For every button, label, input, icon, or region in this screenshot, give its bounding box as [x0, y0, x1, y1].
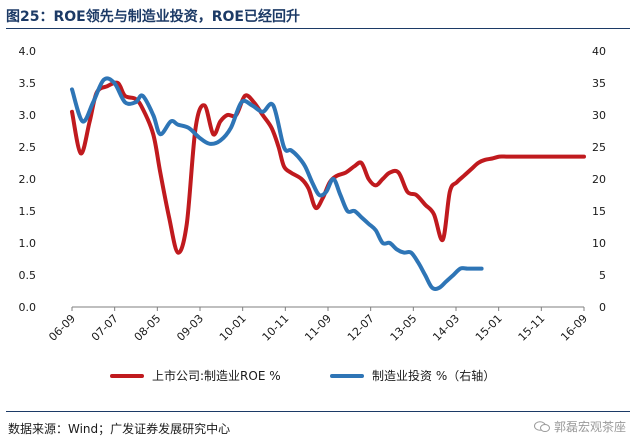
- legend-label-roe: 上市公司:制造业ROE %: [152, 369, 281, 383]
- x-tick-label: 16-09: [558, 312, 590, 344]
- y-right-tick-label: 30: [592, 109, 606, 122]
- y-right-tick-label: 0: [599, 301, 606, 314]
- y-right-tick-label: 5: [599, 269, 606, 282]
- chart: 06-09 07-07 08-05 09-03 10-01 10-11 11-09 12-07…: [19, 45, 607, 344]
- footer-rule: [6, 411, 630, 412]
- y-left-tick-label: 0.5: [19, 269, 37, 282]
- y-left-tick-label: 3.5: [19, 77, 37, 90]
- legend-item-investment: 制造业投资 %（右轴）: [330, 367, 495, 384]
- legend-swatch-investment: [330, 373, 364, 378]
- y-left-tick-label: 1.5: [19, 205, 37, 218]
- chart-title: 图25：ROE领先与制造业投资，ROE已经回升: [6, 9, 300, 25]
- y-right-tick-label: 15: [592, 205, 606, 218]
- x-tick-label: 11-09: [302, 312, 334, 344]
- x-tick-label: 09-03: [174, 312, 206, 344]
- legend-swatch-roe: [110, 373, 144, 378]
- y-left-tick-label: 2.5: [19, 141, 37, 154]
- watermark-text: 郭磊宏观茶座: [553, 420, 626, 434]
- y-left-tick-label: 2.0: [19, 173, 37, 186]
- x-tick-label: 08-05: [132, 312, 164, 344]
- y-right-tick-label: 40: [592, 45, 606, 58]
- x-tick-label: 13-05: [388, 312, 420, 344]
- source-note: 数据来源：Wind；广发证券发展研究中心: [8, 422, 231, 436]
- series-line-roe: [70, 80, 586, 255]
- x-tick-label: 14-03: [430, 312, 462, 344]
- chat-bubble-icon: [533, 420, 550, 432]
- y-left-tick-label: 4.0: [19, 45, 37, 58]
- y-right-tick-label: 35: [592, 77, 606, 90]
- x-tick-label: 10-11: [260, 312, 292, 344]
- y-right-tick-label: 20: [592, 173, 606, 186]
- x-tick-label: 06-09: [46, 312, 78, 344]
- chart-axes: [71, 306, 585, 311]
- watermark: 郭磊宏观茶座: [533, 418, 626, 435]
- title-rule: [6, 28, 630, 29]
- y-left-tick-label: 0.0: [19, 301, 37, 314]
- x-tick-label: 07-07: [89, 312, 121, 344]
- legend-item-roe: 上市公司:制造业ROE %: [110, 367, 281, 384]
- y-right-tick-label: 10: [592, 237, 606, 250]
- x-tick-label: 15-01: [473, 312, 505, 344]
- legend-label-investment: 制造业投资 %（右轴）: [372, 369, 496, 383]
- x-tick-label: 15-11: [516, 312, 548, 344]
- y-left-tick-label: 3.0: [19, 109, 37, 122]
- y-left-tick-label: 1.0: [19, 237, 37, 250]
- chart-series: [70, 76, 586, 292]
- x-tick-label: 12-07: [345, 312, 377, 344]
- y-right-tick-label: 25: [592, 141, 606, 154]
- x-tick-label: 10-01: [217, 312, 249, 344]
- series-line-investment: [70, 76, 484, 292]
